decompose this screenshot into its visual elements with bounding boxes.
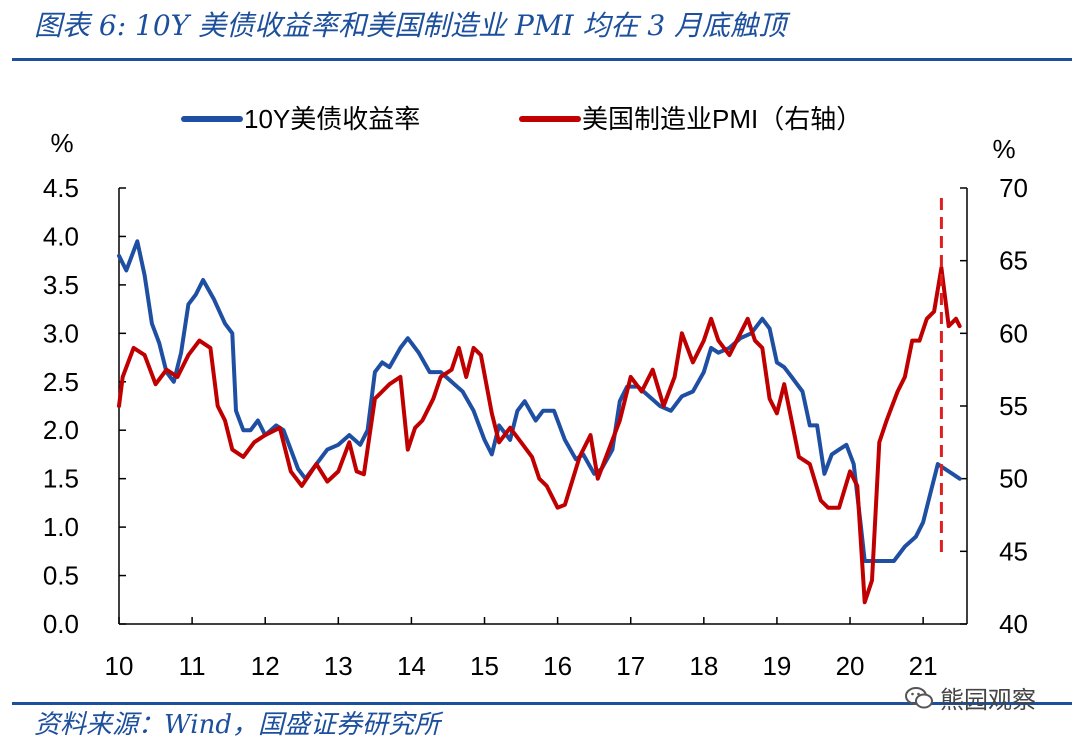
x-tick-label: 13 — [324, 651, 353, 681]
chart-axes: 0.0 0.5 1.0 1.5 2.0 2.5 3.0 3.5 4.0 4.5% 40 45 50 55 6… — [43, 128, 1028, 681]
x-tick-label: 15 — [470, 651, 499, 681]
x-tick-label: 21 — [909, 651, 938, 681]
series-line-pmi — [117, 265, 962, 605]
x-tick-label: 20 — [836, 651, 865, 681]
left-tick-label: 4.0 — [43, 221, 79, 251]
right-tick-label: 45 — [999, 536, 1028, 566]
dual-axis-line-chart: 0.0 0.5 1.0 1.5 2.0 2.5 3.0 3.5 4.0 4.5% 40 45 50 55 6… — [43, 104, 1028, 681]
left-tick-label: 1.0 — [43, 512, 79, 542]
left-axis-unit: % — [50, 128, 73, 158]
x-tick-label: 18 — [689, 651, 718, 681]
x-tick-label: 10 — [105, 651, 134, 681]
x-tick-label: 17 — [616, 651, 645, 681]
source-note: 资料来源：Wind，国盛证券研究所 — [34, 710, 440, 740]
left-tick-label: 3.0 — [43, 318, 79, 348]
left-tick-label: 4.5 — [43, 173, 79, 203]
left-tick-label: 3.5 — [43, 270, 79, 300]
source-rule — [12, 702, 1072, 705]
right-tick-label: 60 — [999, 318, 1028, 348]
right-tick-label: 50 — [999, 464, 1028, 494]
left-tick-label: 0.5 — [43, 561, 79, 591]
left-tick-label: 0.0 — [43, 609, 79, 639]
x-tick-label: 14 — [397, 651, 426, 681]
legend-label: 10Y美债收益率 — [244, 104, 420, 134]
x-tick-label: 11 — [179, 651, 206, 681]
x-tick-label: 16 — [543, 651, 572, 681]
left-tick-label: 2.0 — [43, 415, 79, 445]
series-line-treasury-yield — [117, 239, 962, 563]
legend-label: 美国制造业PMI（右轴） — [582, 104, 862, 134]
right-tick-label: 65 — [999, 246, 1028, 276]
watermark: 熊园观察 — [904, 680, 1036, 715]
title-rule — [12, 58, 1072, 61]
wechat-icon — [905, 686, 933, 708]
right-tick-label: 70 — [999, 173, 1028, 203]
x-tick-label: 12 — [251, 651, 280, 681]
chart-legend: 10Y美债收益率 美国制造业PMI（右轴） — [181, 104, 862, 134]
chart-marks — [117, 198, 962, 605]
figure-title: 图表 6: 10Y 美债收益率和美国制造业 PMI 均在 3 月底触顶 — [34, 9, 787, 42]
watermark-text: 熊园观察 — [940, 686, 1036, 714]
x-tick-label: 19 — [762, 651, 791, 681]
right-tick-label: 40 — [999, 609, 1028, 639]
left-tick-label: 2.5 — [43, 367, 79, 397]
left-tick-label: 1.5 — [43, 464, 79, 494]
right-axis-unit: % — [992, 134, 1015, 164]
right-tick-label: 55 — [999, 391, 1028, 421]
